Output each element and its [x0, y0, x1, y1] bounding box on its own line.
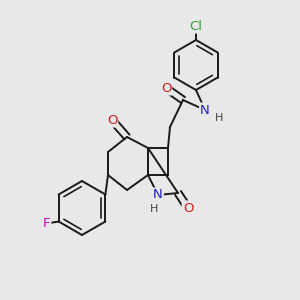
Text: O: O: [161, 82, 171, 94]
Text: N: N: [153, 188, 163, 202]
Text: O: O: [183, 202, 193, 214]
Text: O: O: [107, 113, 117, 127]
Text: H: H: [150, 204, 158, 214]
Text: F: F: [43, 217, 50, 230]
Text: Cl: Cl: [190, 20, 202, 32]
Text: H: H: [215, 113, 223, 123]
Text: N: N: [200, 103, 210, 116]
